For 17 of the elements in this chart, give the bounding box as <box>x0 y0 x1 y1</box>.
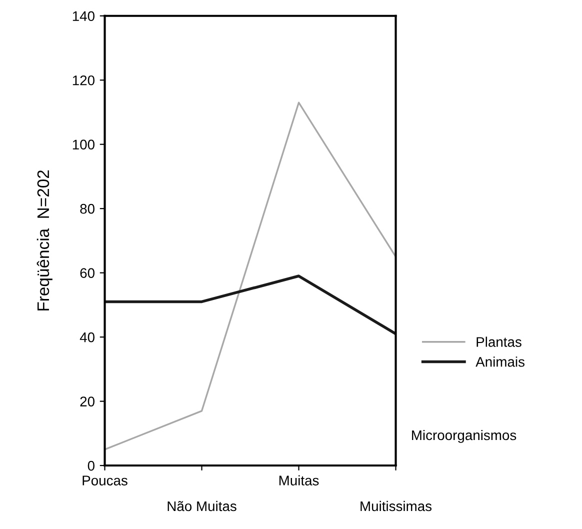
x-tick-label: Poucas <box>82 476 128 486</box>
y-tick-label: 40 <box>80 332 94 342</box>
x-tick-label: Não Muitas <box>168 500 236 512</box>
y-tick-label: 100 <box>72 140 94 150</box>
y-tick-label: 80 <box>80 204 94 214</box>
y-tick-label: 140 <box>72 11 94 22</box>
legend-label: Plantas <box>476 336 522 347</box>
x-tick-label: Muitas <box>279 475 319 486</box>
line-series <box>104 102 396 450</box>
text: Microorganismos <box>412 430 516 443</box>
y-tick-label: 60 <box>80 268 94 278</box>
y-tick-label: 120 <box>72 75 94 86</box>
x-tick-label: Muitissimas <box>360 500 432 512</box>
y-tick-label: 20 <box>80 396 94 406</box>
y-tick-label: 0 <box>88 460 94 471</box>
legend-label: Animais <box>476 356 524 367</box>
y-axis-title: Freqüência N=202 <box>36 170 52 310</box>
